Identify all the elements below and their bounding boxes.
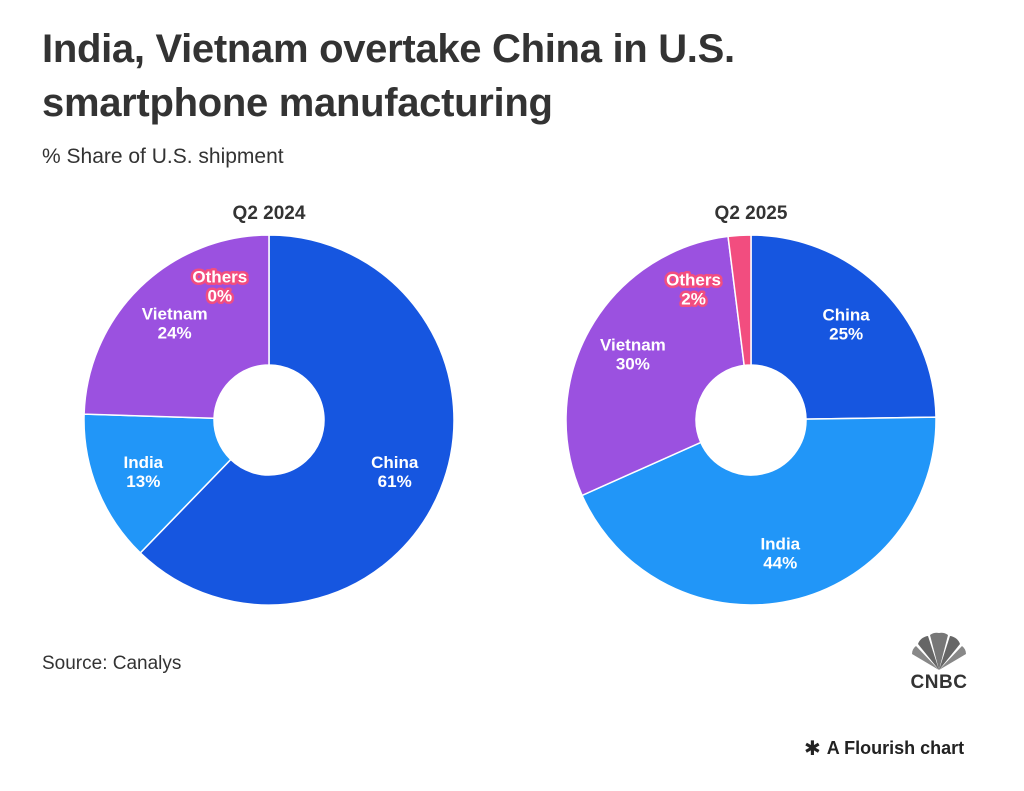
slice-others[interactable]: [727, 234, 752, 367]
slice-label-others: Others: [666, 271, 721, 290]
slice-label-china: China: [823, 305, 871, 324]
flourish-asterisk-icon: ✱: [804, 737, 821, 760]
slice-value-china: 25%: [829, 324, 863, 343]
slice-label-india: India: [760, 534, 800, 553]
slice-value-others: 0%: [208, 286, 233, 305]
slice-india[interactable]: [581, 416, 937, 606]
slice-vietnam[interactable]: [83, 234, 270, 420]
slice-value-vietnam: 24%: [158, 324, 192, 343]
slice-india[interactable]: [83, 413, 232, 554]
donut-title: Q2 2024: [233, 203, 306, 224]
slice-value-india: 44%: [763, 553, 797, 572]
slice-label-vietnam: Vietnam: [600, 335, 666, 354]
slice-vietnam[interactable]: [565, 235, 746, 497]
slice-label-vietnam: Vietnam: [142, 305, 208, 324]
chart-title: India, Vietnam overtake China in U.S. sm…: [42, 27, 735, 125]
cnbc-logo: CNBC: [904, 632, 974, 693]
donut-title: Q2 2025: [715, 203, 788, 224]
chart-subtitle: % Share of U.S. shipment: [42, 145, 284, 168]
slice-value-india: 13%: [126, 472, 160, 491]
cnbc-logo-text: CNBC: [910, 672, 968, 693]
peacock-icon: [912, 632, 966, 670]
flourish-credit[interactable]: ✱ A Flourish chart: [804, 738, 964, 759]
slice-label-others: Others: [192, 267, 247, 286]
slice-china[interactable]: [139, 234, 455, 606]
slice-value-others: 2%: [681, 290, 706, 309]
slice-value-vietnam: 30%: [616, 354, 650, 373]
flourish-label: A Flourish chart: [826, 738, 965, 758]
slice-value-china: 61%: [378, 472, 412, 491]
slice-label-china: China: [371, 453, 419, 472]
slice-china[interactable]: [750, 234, 937, 420]
source-note: Source: Canalys: [42, 653, 182, 674]
slice-label-india: India: [123, 453, 163, 472]
